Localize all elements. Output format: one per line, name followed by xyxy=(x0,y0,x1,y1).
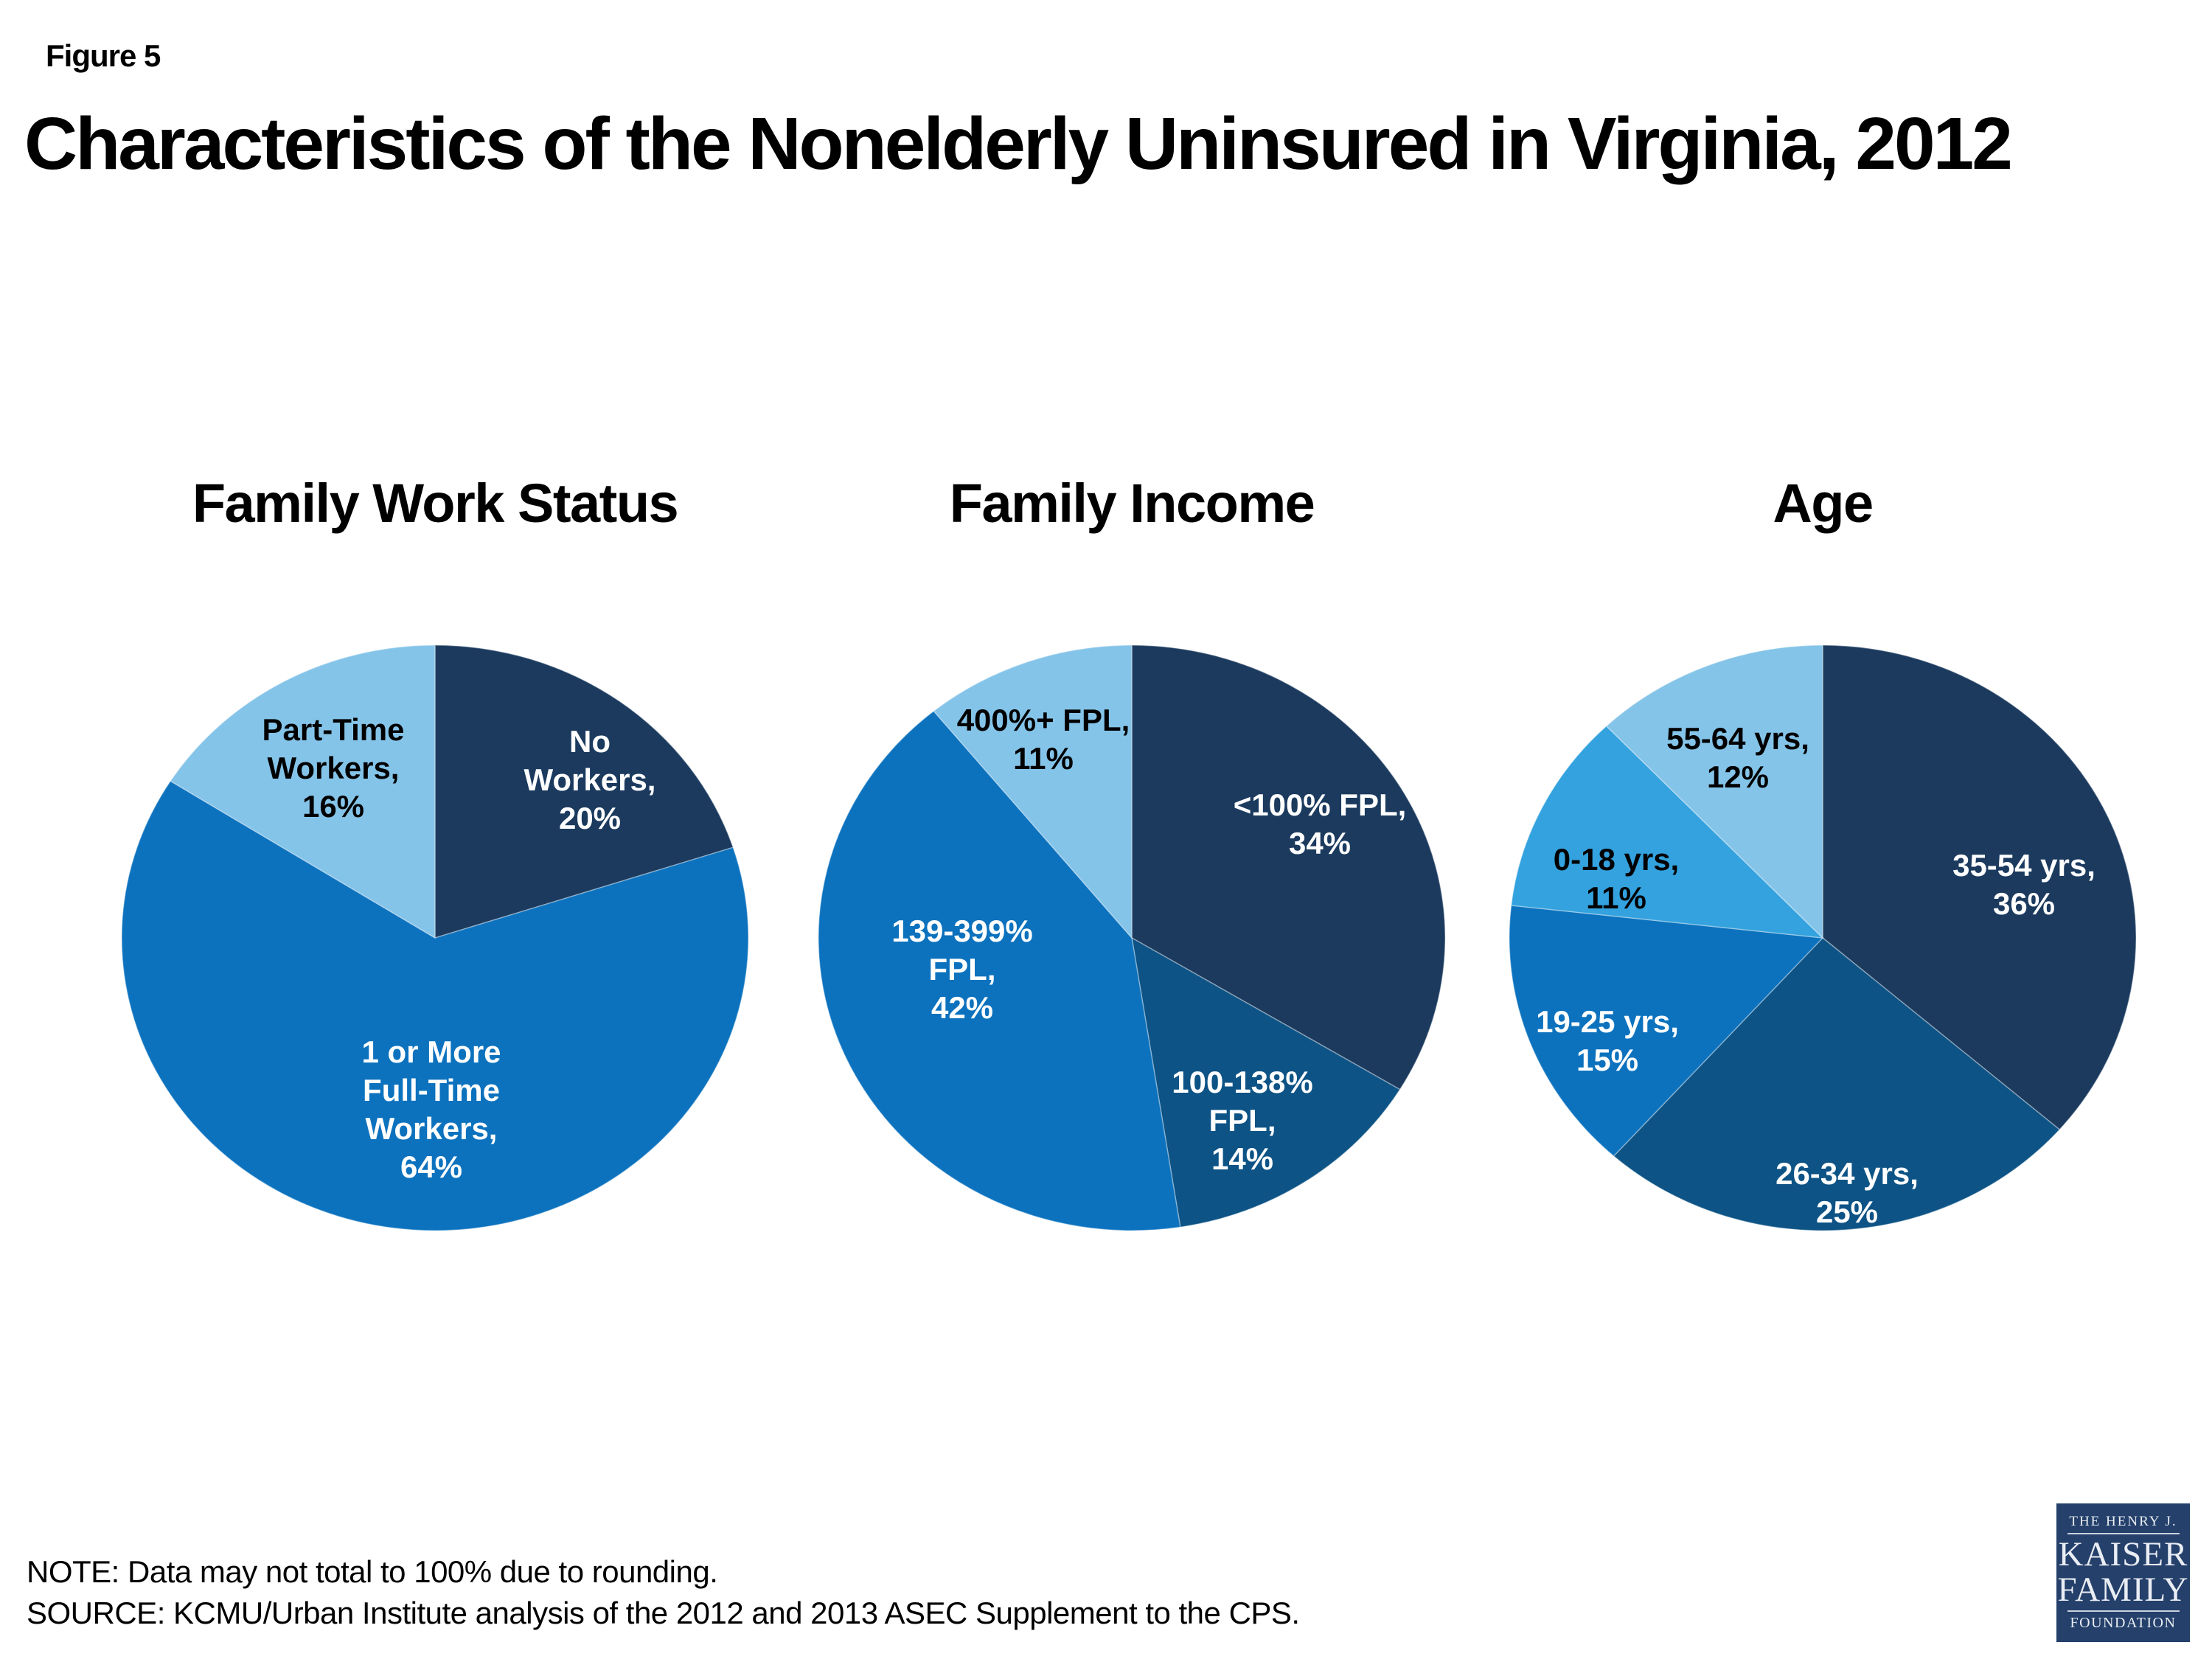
source-text: SOURCE: KCMU/Urban Institute analysis of… xyxy=(27,1596,1300,1630)
slice-label-100-138-fpl: 100-138% FPL, 14% xyxy=(1172,1064,1313,1177)
pie-slice-400-fpl xyxy=(933,644,1133,939)
pie-slice-1-or-more-full-time-workers xyxy=(121,780,749,1231)
pie-title-family-work-status: Family Work Status xyxy=(192,473,679,534)
pie-slice-26-34-yrs xyxy=(1613,936,2061,1231)
slice-label-full-time-workers: 1 or More Full-Time Workers, 64% xyxy=(361,1034,501,1185)
slice-label-26-34-yrs: 26-34 yrs, 25% xyxy=(1775,1155,1919,1229)
pie-slice--100-fpl xyxy=(1131,644,1446,1091)
slice-label-part-time-workers: Part-Time Workers, 16% xyxy=(262,712,405,824)
logo-divider-bottom xyxy=(2067,1610,2180,1613)
pie-slice-part-time-workers xyxy=(170,644,436,939)
kff-logo: THE HENRY J. KAISER FAMILY FOUNDATION xyxy=(2056,1503,2190,1642)
pie-slice-0-18-yrs xyxy=(1510,725,1825,939)
pie-slice-100-138-fpl xyxy=(1131,936,1401,1228)
pie-slice-35-54-yrs xyxy=(1822,644,2137,1131)
slice-label-35-54-yrs: 35-54 yrs, 36% xyxy=(1952,847,2096,921)
slice-label-0-18-yrs: 0-18 yrs, 11% xyxy=(1553,841,1680,915)
page-title: Characteristics of the Nonelderly Uninsu… xyxy=(24,102,2013,185)
slice-label-139-399-fpl: 139-399% FPL, 42% xyxy=(891,913,1033,1026)
pie-family-work-status xyxy=(121,644,749,1231)
figure-label: Figure 5 xyxy=(46,38,161,73)
pie-age xyxy=(1509,644,2137,1231)
logo-foundation-text: FOUNDATION xyxy=(2070,1615,2177,1632)
logo-divider-top xyxy=(2067,1532,2180,1534)
pie-slice-55-64-yrs xyxy=(1605,644,1823,939)
slice-label-no-workers: No Workers, 20% xyxy=(524,723,656,836)
pie-family-income xyxy=(818,644,1446,1231)
logo-family-text: FAMILY xyxy=(2057,1570,2189,1609)
pie-slice-no-workers xyxy=(434,644,734,939)
slice-label-under-100-fpl: <100% FPL, 34% xyxy=(1233,787,1407,860)
pie-title-age: Age xyxy=(1773,473,1874,534)
note-text: NOTE: Data may not total to 100% due to … xyxy=(27,1554,718,1589)
pie-title-family-income: Family Income xyxy=(949,473,1315,534)
pie-slice-139-399-fpl xyxy=(818,710,1181,1231)
slice-label-19-25-yrs: 19-25 yrs, 15% xyxy=(1536,1004,1679,1077)
slice-label-55-64-yrs: 55-64 yrs, 12% xyxy=(1666,720,1809,794)
pie-slice-19-25-yrs xyxy=(1509,905,1824,1157)
slice-label-400-plus-fpl: 400%+ FPL, 11% xyxy=(956,702,1130,776)
logo-kaiser-text: KAISER xyxy=(2058,1534,2188,1573)
logo-top-line: THE HENRY J. xyxy=(2069,1513,2177,1529)
